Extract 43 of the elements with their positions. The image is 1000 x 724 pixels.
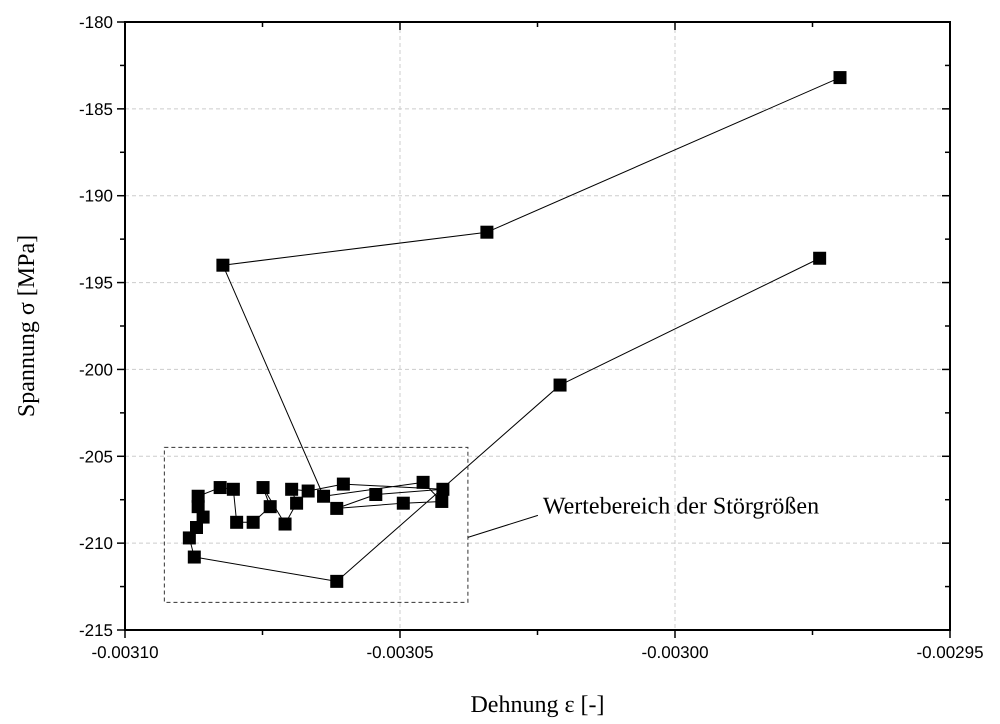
point [435,494,448,508]
annotation: Wertebereich der Störgrößen [542,493,820,520]
y-tick-label: -205 [78,447,113,466]
point [336,478,350,491]
y-tick-label: -190 [78,186,113,206]
point [436,482,450,496]
point [554,378,567,392]
x-tick-label: -0.00305 [366,643,434,662]
point [480,226,494,239]
y-tick-label: -215 [78,621,113,640]
x-tick-label: -0.00310 [91,643,159,662]
point [317,490,330,503]
point [230,516,244,529]
point [396,496,410,510]
x-tick-label: -0.00300 [641,643,709,662]
point [330,574,344,588]
x-axis-title: Dehnung ε [-] [470,692,605,718]
point [182,531,196,544]
y-tick-label: -195 [78,274,113,293]
y-tick-label: -200 [78,360,113,380]
point [264,500,277,514]
point [330,502,344,515]
point [416,476,430,489]
point [188,550,201,564]
point [278,518,292,531]
point [369,488,382,502]
point [813,252,826,265]
x-tick-label: -0.00295 [916,643,984,662]
point [190,521,203,534]
point [214,481,227,494]
point [196,510,210,524]
y-axis-title: Spannung σ [MPa] [14,234,40,418]
y-tick-label: -180 [78,13,113,32]
point [302,484,315,498]
point [285,482,298,496]
point [246,516,260,529]
point [834,71,846,84]
point [290,496,304,510]
point [256,481,270,494]
point [216,258,230,272]
y-tick-label: -185 [78,100,113,119]
point [226,482,240,496]
y-tick-label: -210 [78,534,113,554]
